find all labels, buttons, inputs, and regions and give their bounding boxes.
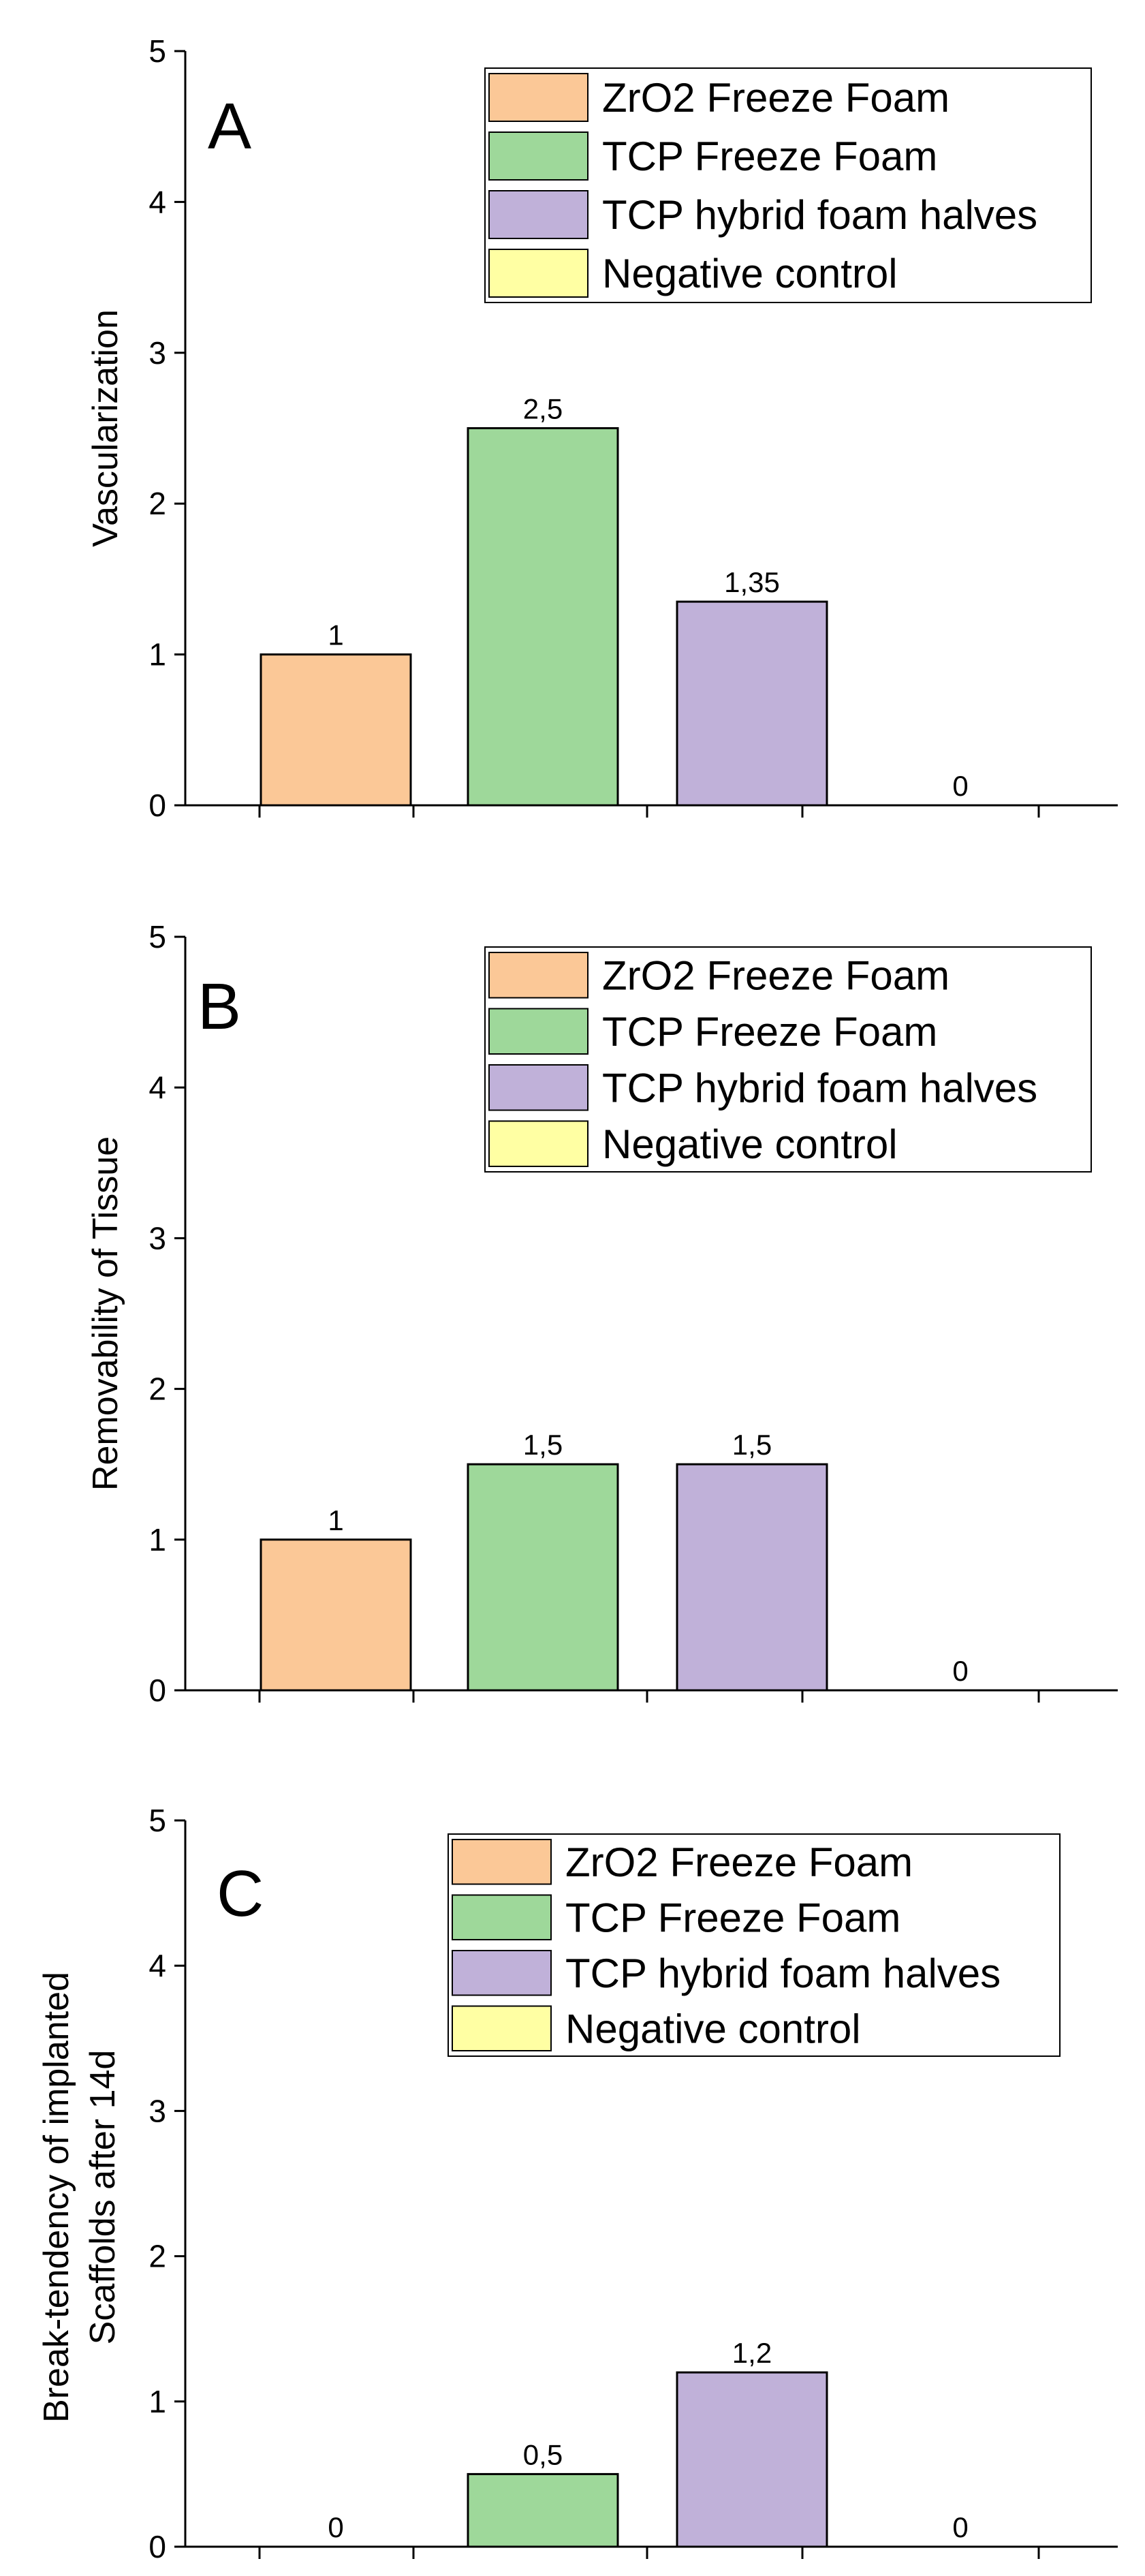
panel-b-y-tick-label: 2 (148, 1371, 166, 1407)
panel-a-legend-swatch-3 (488, 190, 589, 239)
panel-a-legend-label-1: ZrO2 Freeze Foam (602, 75, 950, 121)
panel-b-y-tick-label: 1 (148, 1522, 166, 1557)
panel-c-y-tick-label: 5 (148, 1803, 166, 1838)
panel-c-bar-2 (467, 2472, 619, 2548)
panel-b-legend-swatch-3 (488, 1064, 589, 1111)
panel-a-legend-swatch-1 (488, 73, 589, 122)
panel-b-y-tick-label: 5 (148, 919, 166, 955)
panel-a-y-tick-label: 3 (148, 335, 166, 371)
panel-b-legend-label-3: TCP hybrid foam halves (602, 1065, 1037, 1111)
panel-b-bar-label-4: 0 (952, 1655, 968, 1687)
panel-a-y-tick-label: 4 (148, 184, 166, 219)
panel-a-bar-1 (260, 653, 412, 807)
panel-a-legend-label-4: Negative control (602, 251, 898, 296)
panel-a-y-tick-label: 0 (148, 788, 166, 823)
panel-c-legend-label-3: TCP hybrid foam halves (565, 1951, 1001, 1996)
panel-c-legend-label-4: Negative control (565, 2006, 861, 2051)
panel-a-bar-3 (676, 600, 828, 807)
panel-c-y-axis-title-line: Break-tendency of implanted (37, 1972, 76, 2423)
panel-c-legend-swatch-2 (452, 1894, 552, 1940)
panel-a-legend-swatch-2 (488, 131, 589, 181)
panel-b-y-tick-label: 4 (148, 1070, 166, 1105)
panel-b-bar-label-1: 1 (328, 1504, 343, 1536)
panel-b-legend-swatch-2 (488, 1008, 589, 1055)
panel-a-y-tick-label: 1 (148, 637, 166, 672)
panel-c-bar-label-1: 0 (328, 2511, 343, 2543)
panel-c-bar-label-4: 0 (952, 2511, 968, 2543)
panel-b-y-tick-label: 3 (148, 1220, 166, 1256)
panel-c-bar-3 (676, 2371, 828, 2548)
panel-c-y-tick-label: 4 (148, 1948, 166, 1983)
panel-b-legend-label-4: Negative control (602, 1121, 898, 1167)
panel-a-bar-2 (467, 427, 619, 807)
panel-c-bar-label-2: 0,5 (523, 2438, 563, 2470)
panel-c-y-tick-label: 1 (148, 2384, 166, 2419)
panel-c-legend-swatch-4 (452, 2005, 552, 2051)
panel-c-legend-label-1: ZrO2 Freeze Foam (565, 1840, 913, 1885)
panel-a-bar-label-3: 1,35 (724, 566, 780, 598)
panel-a-bar-label-4: 0 (952, 770, 968, 802)
panel-c-letter: C (217, 1857, 264, 1930)
panel-b-bar-label-3: 1,5 (732, 1429, 772, 1461)
panel-c-legend-swatch-3 (452, 1950, 552, 1996)
panel-b-legend-swatch-1 (488, 952, 589, 999)
panel-a-bar-label-1: 1 (328, 619, 343, 651)
panel-c-y-tick-label: 0 (148, 2529, 166, 2564)
panel-b-bar-3 (676, 1463, 828, 1692)
panel-a-bar-label-2: 2,5 (523, 393, 563, 425)
panel-c-bar-label-3: 1,2 (732, 2337, 772, 2369)
panel-a-letter: A (208, 90, 251, 163)
panel-a-legend-swatch-4 (488, 249, 589, 298)
panel-c-y-axis-title-line: Scaffolds after 14d (83, 2050, 123, 2345)
panel-c-y-tick-label: 2 (148, 2239, 166, 2274)
panel-a-y-tick-label: 5 (148, 33, 166, 69)
panel-c-legend-label-2: TCP Freeze Foam (565, 1895, 900, 1940)
panel-b-y-axis-title: Removability of Tissue (86, 1136, 125, 1491)
panel-b-legend-label-2: TCP Freeze Foam (602, 1009, 937, 1055)
panel-b-y-tick-label: 0 (148, 1673, 166, 1708)
panel-a-y-tick-label: 2 (148, 486, 166, 521)
panel-b-bar-label-2: 1,5 (523, 1429, 563, 1461)
panel-b-bar-1 (260, 1538, 412, 1692)
panel-a-legend-label-2: TCP Freeze Foam (602, 134, 937, 179)
panel-c-legend-swatch-1 (452, 1839, 552, 1885)
panel-b-legend-label-1: ZrO2 Freeze Foam (602, 952, 950, 998)
panel-b-legend-swatch-4 (488, 1120, 589, 1167)
panel-b-bar-2 (467, 1463, 619, 1692)
panel-c-y-tick-label: 3 (148, 2093, 166, 2128)
panel-a-legend-label-3: TCP hybrid foam halves (602, 192, 1037, 238)
panel-b-letter: B (198, 970, 241, 1043)
panel-a-y-axis-title: Vascularization (86, 309, 125, 547)
